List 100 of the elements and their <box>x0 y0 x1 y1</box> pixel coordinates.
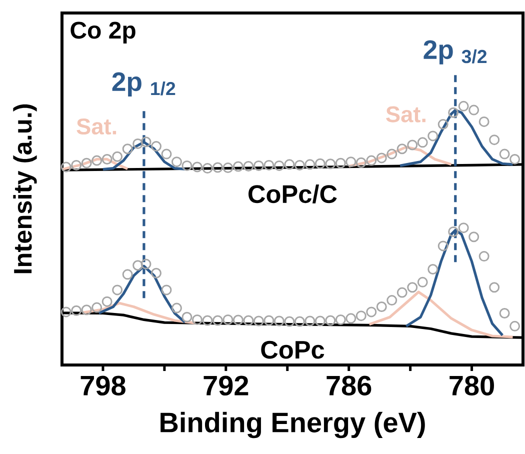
point <box>335 314 346 325</box>
y-axis-title: Intensity (a.u.) <box>13 104 37 274</box>
point <box>448 107 459 118</box>
point <box>112 151 123 162</box>
point <box>407 140 418 150</box>
point <box>112 284 123 296</box>
point <box>122 269 133 280</box>
point <box>356 157 366 168</box>
point <box>478 116 490 127</box>
point <box>438 119 448 130</box>
point <box>92 302 102 313</box>
ref-line-label: 2p $_{1/2}$ <box>112 72 176 96</box>
point <box>161 284 172 296</box>
point <box>396 144 408 154</box>
point <box>438 240 448 252</box>
point <box>202 163 213 174</box>
point <box>192 162 202 172</box>
point <box>458 222 469 234</box>
point <box>212 162 223 173</box>
series-label: CoPc/C <box>248 184 337 204</box>
point <box>499 148 510 160</box>
point <box>60 306 72 318</box>
point <box>376 152 387 164</box>
point <box>264 160 274 170</box>
point <box>417 276 428 288</box>
point <box>274 160 284 171</box>
point <box>232 314 244 326</box>
point <box>407 282 418 293</box>
point <box>182 312 192 322</box>
point <box>314 158 326 169</box>
point <box>346 313 356 324</box>
point <box>428 130 438 142</box>
point <box>192 314 202 325</box>
point <box>212 315 223 326</box>
point <box>102 296 112 307</box>
series-label: Sat. <box>76 118 116 135</box>
point <box>222 314 234 325</box>
point <box>222 162 234 174</box>
point <box>314 316 326 326</box>
point <box>376 302 387 312</box>
point <box>428 264 438 274</box>
series-label: Sat. <box>386 106 426 122</box>
x-tick-label: 780 <box>450 376 494 396</box>
point <box>150 268 162 278</box>
point <box>182 160 192 171</box>
point <box>304 159 316 170</box>
point <box>499 308 510 318</box>
x-tick-label: 792 <box>204 376 248 396</box>
point <box>60 162 72 172</box>
point <box>396 287 408 298</box>
point <box>284 316 295 327</box>
series-label: CoPc <box>261 340 324 359</box>
point <box>253 160 264 171</box>
point <box>122 144 133 154</box>
point <box>274 316 284 326</box>
point <box>140 258 152 270</box>
point <box>71 305 82 316</box>
point <box>232 161 244 172</box>
point <box>468 232 480 242</box>
point <box>304 316 316 326</box>
ref-line-label: 2p $_{3/2}$ <box>424 40 487 64</box>
point <box>468 104 480 116</box>
point <box>510 320 520 332</box>
point <box>102 154 112 164</box>
point <box>458 100 469 112</box>
point <box>325 158 336 170</box>
point <box>489 282 500 293</box>
point <box>132 260 144 271</box>
point <box>325 315 336 326</box>
point <box>417 137 428 148</box>
point <box>81 158 92 168</box>
point <box>161 148 172 160</box>
point <box>335 158 346 168</box>
point <box>140 136 152 148</box>
point <box>448 226 459 237</box>
point <box>478 251 490 262</box>
point <box>81 304 92 316</box>
point <box>294 316 305 327</box>
point <box>132 138 144 149</box>
point <box>202 315 213 326</box>
point <box>171 302 182 314</box>
point <box>150 141 162 152</box>
x-tick-label: 798 <box>80 376 126 396</box>
point <box>71 160 82 170</box>
point <box>294 160 305 170</box>
point <box>284 159 295 170</box>
point <box>356 310 366 322</box>
point <box>171 156 182 168</box>
point <box>243 160 254 172</box>
text: Co 2p <box>70 22 136 44</box>
point <box>386 148 398 160</box>
x-tick-label: 786 <box>326 376 372 396</box>
point <box>386 295 398 306</box>
x-axis-title: Binding Energy (eV) <box>160 412 425 438</box>
point <box>366 155 377 166</box>
point <box>366 306 377 318</box>
point <box>510 154 520 164</box>
point <box>253 316 264 326</box>
point <box>243 315 254 326</box>
point <box>92 155 102 166</box>
